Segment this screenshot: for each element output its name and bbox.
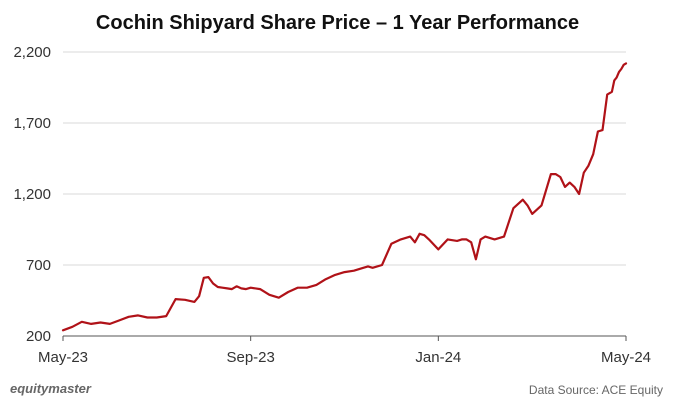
x-axis (62, 335, 627, 341)
y-tick-label: 1,700 (13, 115, 51, 132)
y-tick-label: 2,200 (13, 44, 51, 61)
y-tick-label: 200 (26, 328, 51, 345)
x-tick-label: Sep-23 (226, 349, 274, 366)
equitymaster-logo: equitymaster (10, 381, 91, 396)
series-line-cochin-shipyard (61, 62, 628, 332)
series-layer (61, 62, 628, 332)
x-tick-label: May-24 (601, 349, 651, 366)
gridlines (63, 51, 626, 266)
y-tick-label: 1,200 (13, 186, 51, 203)
x-tick-label: Jan-24 (415, 349, 461, 366)
data-source-note: Data Source: ACE Equity (528, 383, 663, 397)
y-tick-label: 700 (26, 257, 51, 274)
x-axis-tick-labels: May-23 Sep-23 Jan-24 May-24 (38, 349, 651, 366)
y-axis-tick-labels: 200 700 1,200 1,700 2,200 (13, 44, 51, 345)
chart-title: Cochin Shipyard Share Price – 1 Year Per… (95, 12, 580, 34)
x-tick-label: May-23 (38, 349, 88, 366)
